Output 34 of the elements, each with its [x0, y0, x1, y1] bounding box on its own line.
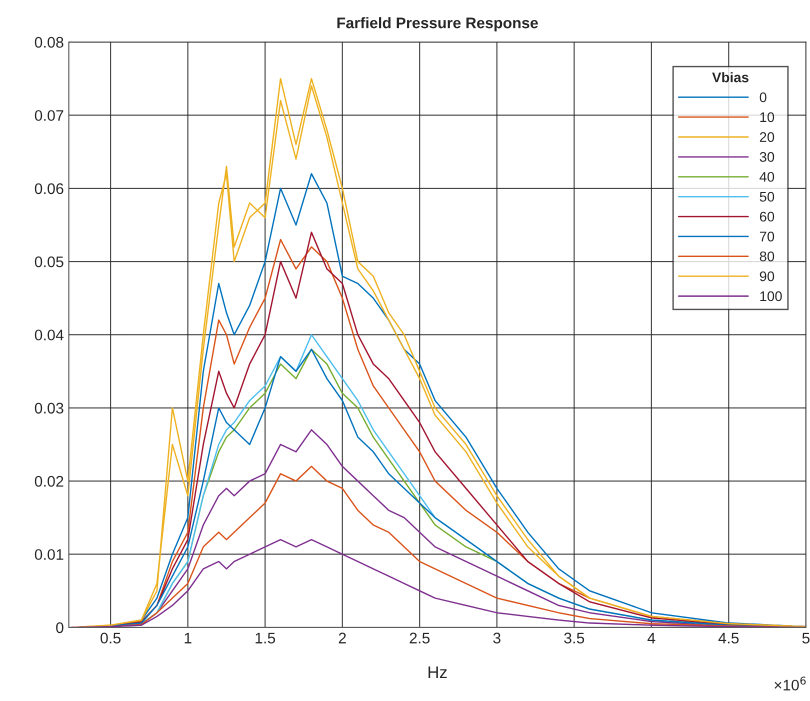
legend-label: 20 [760, 132, 774, 142]
x-tick-label: 5 [802, 632, 810, 644]
x-tick-label: 4.5 [718, 632, 739, 644]
legend-label: 80 [760, 252, 774, 262]
x-tick-label: 1 [184, 632, 192, 644]
legend-label: 50 [760, 192, 774, 202]
legend-title: Vbias [712, 72, 748, 82]
y-tick-label: 0.03 [34, 402, 64, 414]
text: ×10$^{6}$ [774, 676, 806, 691]
y-tick-label: 0.07 [34, 110, 64, 121]
chart-title: Farfield Pressure Response [337, 17, 538, 32]
legend-label: 0 [760, 92, 766, 102]
x-tick-label: 0.5 [100, 632, 121, 644]
x-tick-label: 4 [648, 632, 656, 644]
legend-label: 10 [760, 112, 774, 122]
legend-label: 40 [760, 172, 774, 182]
y-tick-label: 0.06 [34, 183, 64, 194]
y-tick-label: 0 [56, 622, 64, 634]
legend-label: 70 [760, 232, 774, 242]
y-tick-label: 0.02 [34, 476, 64, 487]
legend-label: 90 [760, 271, 774, 282]
x-tick-label: 2.5 [410, 632, 430, 644]
x-tick-label: 3.5 [564, 632, 584, 644]
x-axis-title: Hz [428, 666, 447, 678]
y-tick-label: 0.01 [34, 549, 64, 560]
legend-label: 100 [760, 291, 782, 302]
y-tick-label: 0.04 [34, 330, 64, 340]
legend-label: 60 [760, 212, 774, 222]
legend-label: 30 [760, 152, 774, 162]
x-tick-label: 2 [338, 632, 346, 644]
x-tick-label: 3 [493, 632, 500, 644]
y-tick-label: 0.08 [34, 36, 64, 48]
x-tick-label: 1.5 [256, 632, 276, 644]
y-tick-label: 0.05 [34, 256, 64, 268]
